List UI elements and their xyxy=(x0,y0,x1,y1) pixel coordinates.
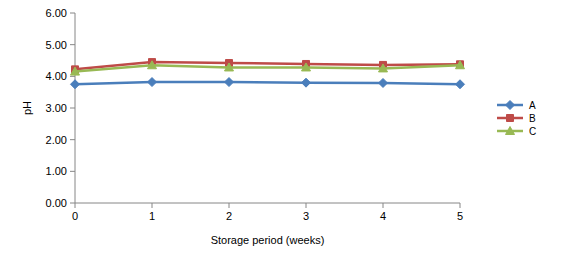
x-tick-label: 3 xyxy=(303,210,309,222)
series-line xyxy=(75,82,460,84)
series-line xyxy=(75,65,460,71)
series-marker xyxy=(225,78,234,87)
x-axis xyxy=(75,203,460,204)
plot-area xyxy=(71,59,465,89)
series-marker xyxy=(456,61,465,69)
series-marker xyxy=(456,80,465,89)
y-tick xyxy=(70,139,75,140)
y-tick xyxy=(70,13,75,14)
series-marker xyxy=(148,61,157,69)
series-marker xyxy=(225,63,234,71)
x-tick xyxy=(383,203,384,208)
x-tick-label: 1 xyxy=(149,210,155,222)
legend-marker xyxy=(507,115,514,122)
y-axis-title: pH xyxy=(21,101,33,115)
x-tick-label: 0 xyxy=(72,210,78,222)
y-tick-label: 2.00 xyxy=(46,134,67,146)
series-marker xyxy=(302,78,311,87)
y-tick xyxy=(70,108,75,109)
y-tick-label: 5.00 xyxy=(46,39,67,51)
legend-label: C xyxy=(529,126,536,137)
y-tick xyxy=(70,76,75,77)
y-tick-label: 3.00 xyxy=(46,102,67,114)
y-tick xyxy=(70,203,75,204)
x-axis-title: Storage period (weeks) xyxy=(211,234,325,246)
series-marker xyxy=(302,63,311,71)
x-tick-label: 5 xyxy=(457,210,463,222)
series-marker xyxy=(457,61,464,68)
legend-label: A xyxy=(529,100,536,111)
legend-marker xyxy=(506,127,515,135)
y-tick-label: 1.00 xyxy=(46,165,67,177)
y-tick xyxy=(70,171,75,172)
x-tick-label: 2 xyxy=(226,210,232,222)
x-tick xyxy=(306,203,307,208)
series-marker xyxy=(71,80,80,89)
y-tick-label: 4.00 xyxy=(46,70,67,82)
chart: 0.00 1.00 2.00 3.00 4.00 5.00 6.00 0 1 2 3 4 5 Storag… xyxy=(0,0,567,265)
x-tick xyxy=(460,203,461,208)
x-tick-label: 4 xyxy=(380,210,386,222)
series-marker xyxy=(71,67,80,75)
y-tick xyxy=(70,44,75,45)
series-marker xyxy=(379,64,388,72)
y-tick-label: 6.00 xyxy=(46,7,67,19)
x-tick xyxy=(75,203,76,208)
legend-label: B xyxy=(529,113,536,124)
series-marker xyxy=(379,78,388,87)
x-tick xyxy=(152,203,153,208)
series-marker xyxy=(148,78,157,87)
legend-marker xyxy=(506,101,515,110)
y-tick-label: 0.00 xyxy=(46,197,67,209)
x-tick xyxy=(229,203,230,208)
